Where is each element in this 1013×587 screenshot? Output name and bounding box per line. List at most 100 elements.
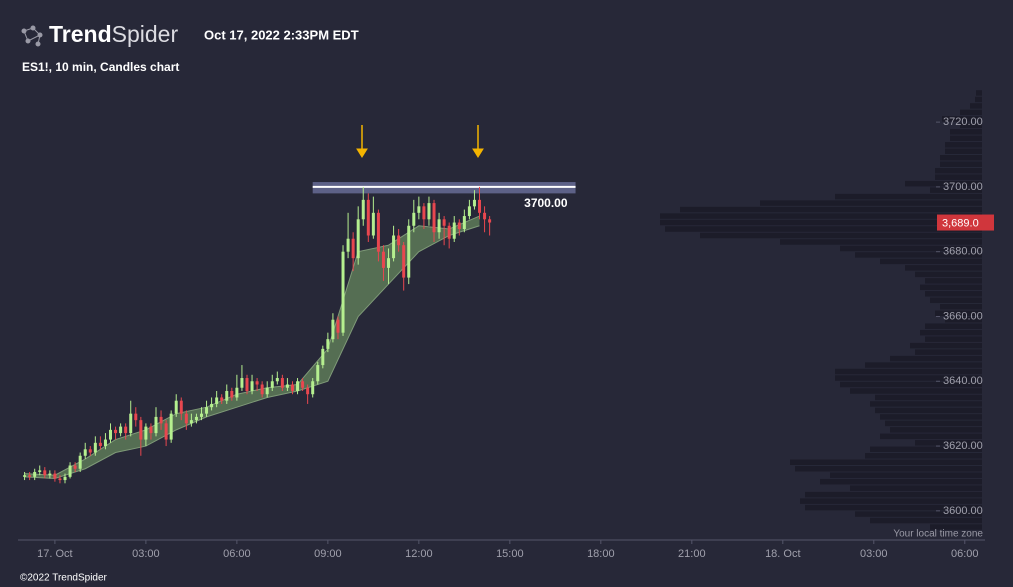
candle-body: [422, 206, 426, 220]
timestamp: Oct 17, 2022 2:33PM EDT: [204, 27, 359, 42]
volume-bar: [700, 232, 982, 239]
candle-body: [93, 442, 97, 453]
candle-body: [103, 439, 107, 447]
candle-body: [478, 199, 482, 213]
volume-bar: [915, 349, 982, 355]
candle-body: [159, 416, 163, 424]
brand-light: Spider: [112, 21, 179, 47]
candle-body: [220, 397, 224, 401]
candle-body: [33, 471, 37, 477]
candle-body: [275, 378, 279, 382]
volume-bar: [935, 310, 982, 316]
x-tick-label: 06:00: [223, 548, 251, 560]
candle-body: [28, 475, 32, 477]
volume-bar: [975, 96, 982, 103]
candle-body: [351, 238, 355, 259]
candle-body: [442, 219, 446, 226]
candle-body: [245, 378, 249, 391]
candle-body: [109, 429, 113, 440]
candle-body: [462, 216, 466, 230]
candle-body: [210, 403, 214, 408]
x-tick-label: 12:00: [405, 548, 433, 560]
candle-body: [119, 426, 123, 434]
volume-bar: [905, 265, 982, 271]
candle-body: [285, 384, 289, 388]
volume-bar: [805, 491, 982, 498]
volume-bar: [930, 187, 982, 193]
y-tick-label: 3640.00: [943, 375, 983, 387]
logo-lines: [23, 27, 41, 45]
timezone-note: Your local time zone: [893, 529, 983, 540]
volume-bar: [855, 252, 982, 258]
volume-bar: [835, 193, 982, 200]
candle-body: [174, 400, 178, 414]
volume-bar: [942, 116, 982, 122]
candle-body: [296, 381, 300, 391]
volume-bar: [950, 129, 982, 135]
volume-bar: [880, 414, 982, 420]
candle-body: [366, 199, 370, 236]
volume-bar: [940, 161, 982, 167]
candle-body: [78, 455, 82, 469]
volume-bar: [840, 381, 982, 388]
volume-bar: [976, 90, 982, 96]
price-tag-label: 3,689.0: [942, 217, 979, 229]
logo: [21, 25, 43, 47]
arrow-head: [356, 148, 368, 158]
volume-bar: [865, 362, 982, 368]
x-tick-label: 17. Oct: [37, 548, 72, 560]
copyright: ©2022 TrendSpider: [20, 573, 108, 584]
volume-bar: [925, 278, 982, 284]
candle-body: [376, 212, 380, 252]
candle-body: [311, 381, 315, 395]
volume-bar: [910, 342, 982, 349]
y-tick-label: 3660.00: [943, 310, 983, 322]
x-tick-label: 18:00: [587, 548, 615, 560]
candle-body: [397, 235, 401, 246]
volume-bar: [885, 420, 982, 427]
volume-bar: [930, 297, 982, 304]
arrow-head: [472, 148, 484, 158]
candle-body: [432, 203, 436, 233]
candle-body: [48, 473, 52, 476]
x-tick-label: 03:00: [860, 548, 888, 560]
candle-body: [23, 475, 27, 477]
candle-body: [326, 339, 330, 349]
candle-body: [467, 206, 471, 217]
candle-body: [199, 413, 203, 417]
volume-bar: [880, 433, 982, 440]
volume-bar: [880, 258, 982, 265]
y-tick-label: 3680.00: [943, 246, 983, 258]
volume-bar: [835, 375, 982, 381]
candle-body: [371, 212, 375, 236]
x-tick-label: 06:00: [951, 548, 979, 560]
volume-bar: [935, 174, 982, 180]
volume-bar: [925, 323, 982, 329]
candle-body: [417, 206, 421, 213]
x-tick-label: 09:00: [314, 548, 342, 560]
ribbon-line: [24, 225, 480, 479]
candle-body: [114, 429, 118, 434]
candle-body: [331, 319, 335, 340]
candle-body: [250, 381, 254, 391]
volume-bar: [835, 368, 982, 375]
candle-body: [472, 199, 476, 207]
candle-body: [58, 478, 62, 481]
candle-body: [255, 381, 259, 385]
volume-bar: [830, 472, 982, 478]
candle-body: [43, 470, 47, 476]
candle-body: [483, 212, 487, 220]
candle-body: [63, 476, 67, 481]
volume-bar: [970, 103, 982, 109]
candle-body: [235, 387, 239, 398]
candle-body: [412, 212, 416, 226]
brand: TrendSpider: [49, 21, 178, 47]
candle-body: [164, 423, 168, 440]
volume-bar: [870, 446, 982, 453]
candle-body: [457, 222, 461, 230]
candle-body: [189, 420, 193, 424]
volume-bar: [875, 394, 982, 401]
price-tag: [937, 214, 994, 231]
